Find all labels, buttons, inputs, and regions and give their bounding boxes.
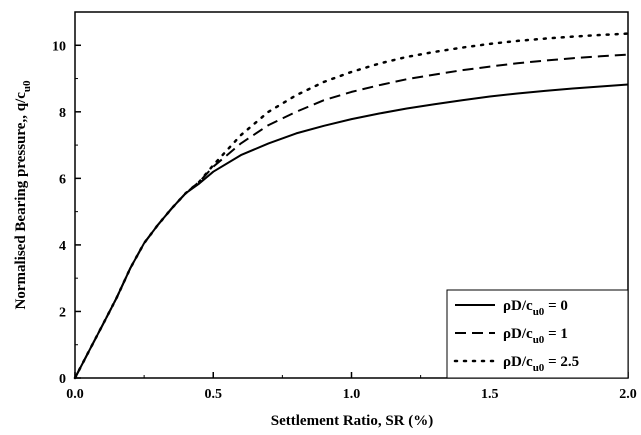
legend-label-0: ρD/cu0 = 0 — [503, 298, 568, 318]
legend-label-2: ρD/cu0 = 2.5 — [503, 354, 579, 374]
series-layer — [73, 32, 630, 380]
x-axis-title: Settlement Ratio, SR (%) — [271, 413, 433, 429]
y-tick-label: 10 — [52, 39, 66, 54]
x-tick-label: 2.0 — [619, 387, 637, 402]
x-tick-label: 1.0 — [343, 387, 361, 402]
y-axis-title-main: Normalised Bearing pressure,, q/c — [13, 92, 29, 310]
y-axis-title-sub: u0 — [21, 80, 33, 92]
series-line-0 — [74, 83, 629, 379]
y-tick-label: 8 — [59, 106, 66, 121]
x-tick-label: 1.5 — [481, 387, 499, 402]
legend: ρD/cu0 = 0 ρD/cu0 = 1 ρD/cu0 = 2.5 — [446, 289, 629, 379]
y-tick-label: 6 — [59, 172, 66, 187]
x-tick-label: 0.5 — [205, 387, 223, 402]
y-tick-label: 0 — [59, 372, 66, 387]
legend-label-1: ρD/cu0 = 1 — [503, 326, 568, 346]
y-tick-label: 2 — [59, 305, 66, 320]
y-axis-title: Normalised Bearing pressure,, q/cu0 — [13, 80, 33, 309]
y-tick-label: 4 — [59, 239, 66, 254]
ticks-layer: 0.0 0.5 1.0 1.5 2.0 0 2 4 6 8 10 — [52, 39, 637, 402]
x-tick-label: 0.0 — [66, 387, 84, 402]
